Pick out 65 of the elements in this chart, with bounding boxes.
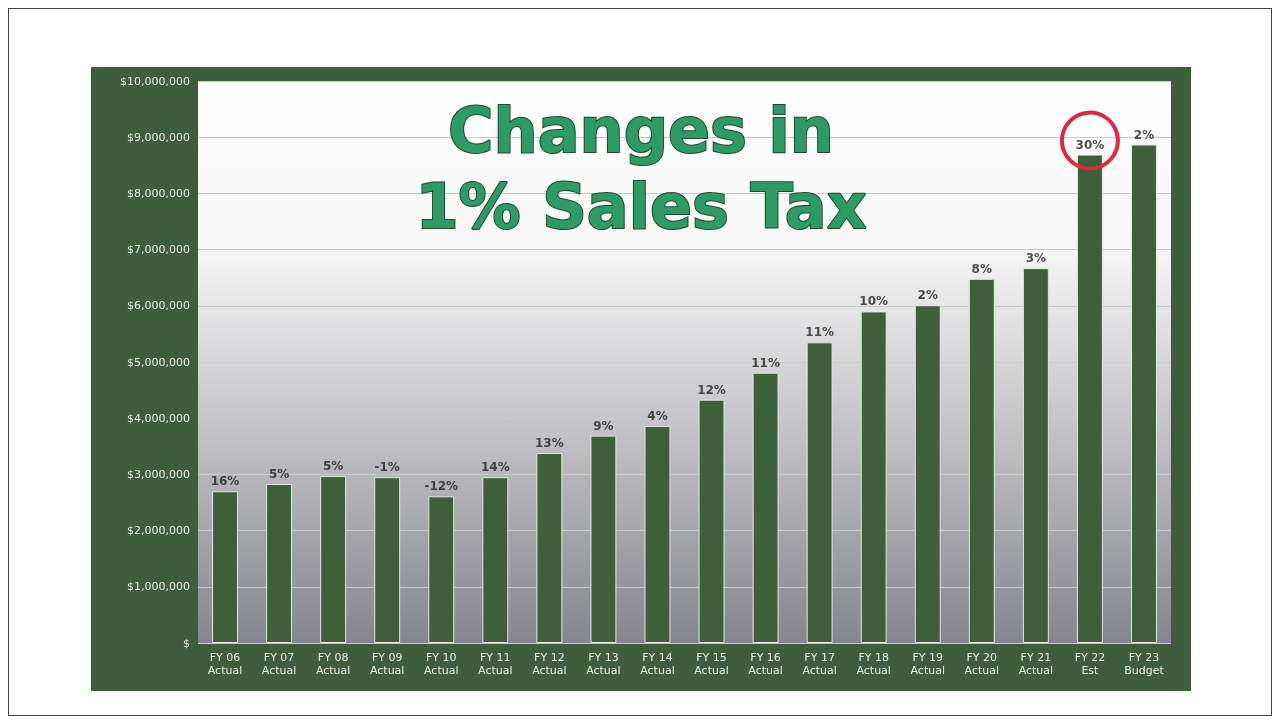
x-tick-label: FY 16 Actual [748,651,783,677]
bar [590,435,617,643]
bar [428,496,455,643]
bar [752,372,779,643]
x-tick-label: FY 06 Actual [207,651,243,677]
annotation: 13% [534,436,564,451]
annotation: 14% [480,460,510,475]
annotation: 8% [971,261,992,276]
y-tick-label: $6,000,000 [127,299,190,313]
annotation: -12% [424,479,459,494]
y-tick-label: $8,000,000 [127,186,190,200]
annotation: 11% [805,325,835,340]
bar [914,305,941,643]
y-tick-label: $4,000,000 [127,411,190,425]
y-tick-label: $10,000,000 [120,74,190,88]
annotation: 2% [917,288,938,303]
bar [860,311,887,643]
bar [482,477,509,643]
annotation: 5% [322,459,344,474]
bar [806,342,833,643]
annotation: 30% [1075,137,1105,152]
bar [212,491,238,643]
x-tick-label: FY 14 Actual [640,651,675,677]
x-tick-label: FY 23 Budget [1124,651,1165,677]
bar [320,476,347,643]
y-tick-label: $9,000,000 [127,130,190,144]
x-tick-label: FY 21 Actual [1018,651,1054,677]
annotation: 3% [1025,251,1047,266]
bar [644,426,671,643]
x-tick-label: FY 11 Actual [478,651,513,677]
x-tick-label: FY 09 Actual [369,651,405,677]
x-tick-label: FY 07 Actual [261,651,297,677]
bar [374,477,401,643]
annotation: 12% [697,382,726,397]
annotation: 11% [751,355,780,370]
annotation: 10% [859,294,889,309]
x-tick-label: FY 18 Actual [856,651,891,677]
bar [698,399,725,643]
x-tick-label: FY 19 Actual [910,651,945,677]
y-tick-label: $7,000,000 [127,243,190,257]
annotation: 9% [593,418,614,433]
x-tick-label: FY 17 Actual [802,651,837,677]
text: Changes in 1% Sales Tax [415,93,867,243]
x-tick-label: FY 13 Actual [586,651,621,677]
bar [968,278,995,643]
bar [536,453,563,643]
y-tick-label: $2,000,000 [127,524,190,538]
x-tick-label: FY 12 Actual [532,651,567,677]
annotation: 16% [210,474,240,489]
y-tick-label: $ [183,636,190,650]
x-tick-label: FY 20 Actual [964,651,1000,677]
annotation: 4% [647,409,668,424]
y-tick-label: $5,000,000 [127,355,190,369]
x-tick-label: FY 10 Actual [424,651,459,677]
annotation: 5% [268,466,290,481]
y-tick-label: $1,000,000 [127,580,190,594]
bar [266,483,293,643]
x-tick-label: FY 08 Actual [315,651,351,677]
bar [1022,268,1049,643]
x-tick-label: FY 22 Est [1074,651,1106,677]
y-tick-label: $3,000,000 [127,467,190,481]
annotation: -1% [374,460,400,475]
bar [1131,144,1157,643]
annotation: 2% [1133,127,1155,142]
x-tick-label: FY 15 Actual [694,651,729,677]
